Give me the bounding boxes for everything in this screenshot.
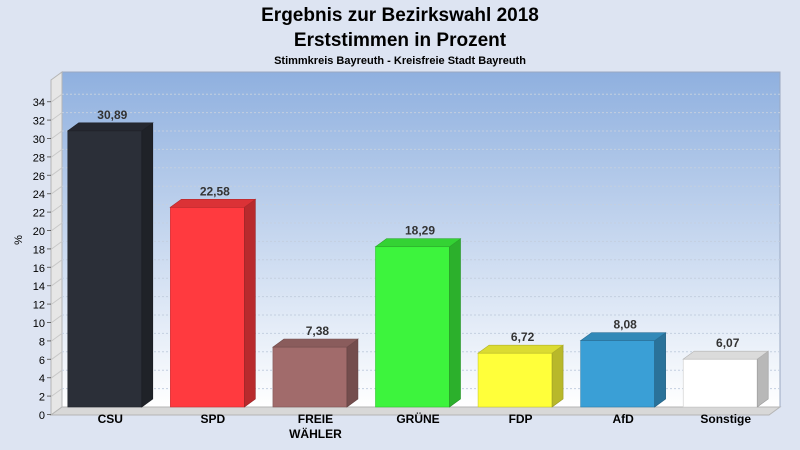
bar-top [66,122,154,132]
x-tick-label-line2: WÄHLER [289,426,342,441]
bar-top [169,198,257,208]
y-tick-label: 10 [33,318,45,330]
y-tick-label: 34 [33,97,45,109]
x-tick-label: Sonstige [700,412,751,426]
bar-front [682,358,758,408]
wall-grid-line [50,130,63,140]
y-tick-label: 12 [33,300,45,312]
value-label: 6,72 [511,330,535,344]
value-label: 7,38 [306,324,330,338]
bar-side [141,122,154,408]
y-tick-label: 30 [33,134,45,146]
wall-grid-line [50,277,63,287]
value-label: 6,07 [716,336,740,350]
bar-top [374,238,462,248]
bar-side [244,198,256,408]
bar-freie [272,338,359,408]
x-tick-label: AfD [612,412,634,426]
x-tick-label: SPD [201,412,226,426]
chart-title: Ergebnis zur Bezirkswahl 2018 [261,5,539,26]
bar-side [346,338,359,408]
y-tick-label: 28 [33,152,45,164]
y-tick-label: 26 [33,171,45,183]
x-tick-label: FREIE [298,412,333,426]
y-tick-label: 24 [33,189,45,201]
wall-grid-line [50,167,63,177]
wall-grid-line [50,204,63,214]
wall-grid-line [50,388,63,398]
floor [49,406,782,416]
wall-grid-line [50,222,63,232]
y-axis-label: % [13,235,25,245]
y-tick-label: 4 [39,373,45,385]
bar-front [272,346,348,408]
value-label: 30,89 [97,108,127,122]
bar-side [449,238,461,408]
bar-fdp [477,344,564,408]
bar-grüne [374,238,462,408]
value-label: 22,58 [200,184,230,198]
y-tick-label: 18 [33,244,45,256]
value-label: 8,08 [613,318,637,332]
bar-front [580,340,655,408]
y-tick-label: 6 [39,355,45,367]
wall-grid-line [50,259,63,269]
x-tick-label: FDP [509,412,533,426]
value-labels: 30,89 22,58 7,38 18,29 6,72 8,08 6,07 [97,108,739,350]
bar-afd [579,332,667,408]
left-wall [50,71,63,416]
bar-sonstige [682,350,770,408]
wall-grid-line [50,148,63,158]
bar-csu [66,122,154,408]
wall-grid-line [50,296,63,306]
y-tick-label: 20 [33,226,45,238]
y-tick-label: 14 [33,281,45,293]
bar-top [682,350,770,360]
bar-top [477,344,564,354]
y-tick-label: 16 [33,263,45,275]
bar-front [170,206,245,408]
y-tick-label: 0 [39,410,45,422]
bar-side [654,332,666,408]
wall-grid-line [50,332,63,342]
chart-subsubtitle: Stimmkreis Bayreuth - Kreisfreie Stadt B… [274,55,526,67]
wall-grid-line [50,369,63,379]
value-label: 18,29 [405,224,435,238]
bars [66,122,770,408]
x-tick-label: GRÜNE [396,411,439,426]
y-tick-label: 22 [33,208,45,220]
bar-top [272,338,359,348]
grid-lines [50,93,780,398]
bar-front [67,130,143,408]
y-tick-label: 2 [39,392,45,404]
bar-spd [169,198,257,408]
chart-subtitle: Erststimmen in Prozent [294,30,507,51]
x-tick-label: CSU [98,412,123,426]
bar-top [579,332,667,341]
wall-grid-line [50,93,63,103]
bar-side [551,344,564,408]
wall-grid-line [50,112,63,122]
y-tick-label: 32 [33,116,45,128]
y-tick-label: 8 [39,336,45,348]
bar-front [477,352,553,408]
bar-side [756,350,769,408]
wall-grid-line [50,314,63,324]
wall-grid-line [50,240,63,250]
wall-grid-line [50,351,63,361]
bar-front [375,246,450,408]
wall-grid-line [50,185,63,195]
